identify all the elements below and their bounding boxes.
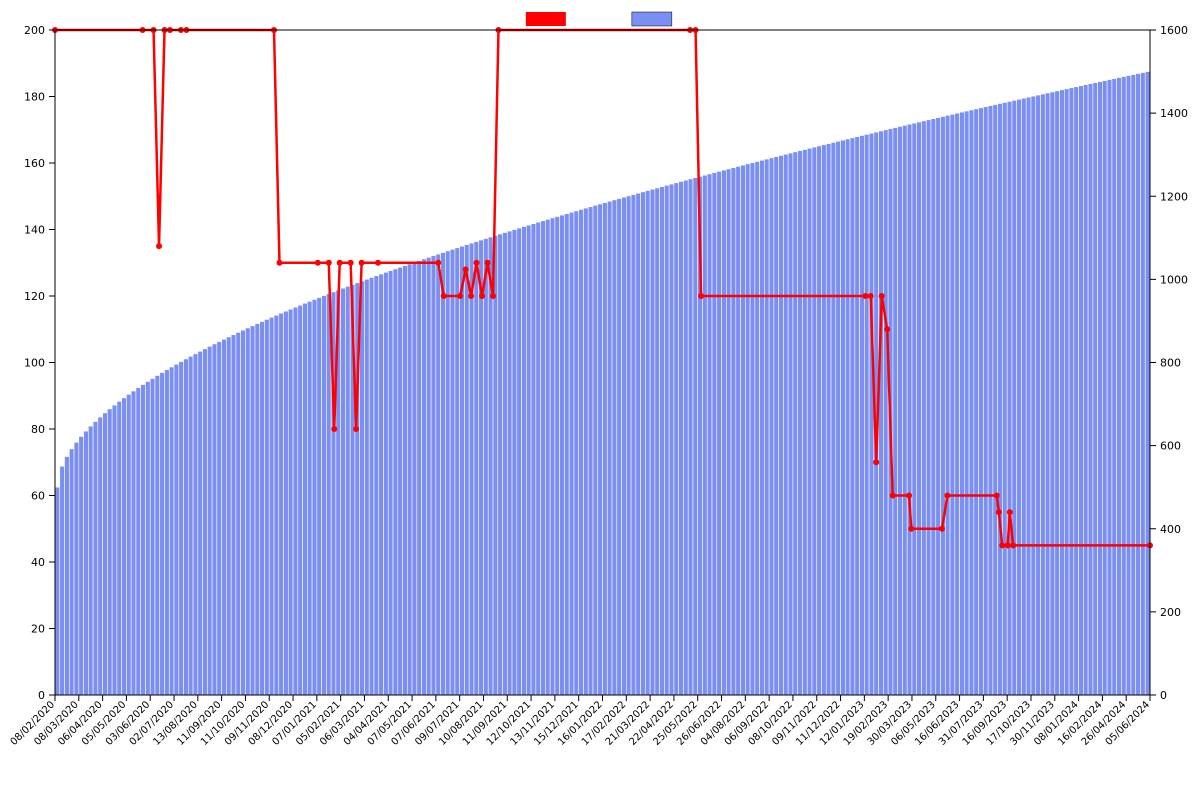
legend-swatch-line <box>526 12 566 26</box>
y-right-tick-label: 1400 <box>1160 107 1188 120</box>
y-axis-left: 0 20 40 60 80 100 120 140 160 180 200 <box>24 24 55 702</box>
y-axis-right: 0 200 400 600 800 1000 1200 1400 1600 <box>1150 24 1188 702</box>
chart-svg: 0 20 40 60 80 100 120 140 160 180 200 0 200 400 600 800… <box>0 0 1200 800</box>
y-left-tick-label: 40 <box>31 556 45 569</box>
y-left-tick-label: 180 <box>24 91 45 104</box>
bar-series <box>55 72 1150 695</box>
y-left-tick-label: 140 <box>24 224 45 237</box>
y-right-tick-label: 600 <box>1160 440 1181 453</box>
y-right-tick-label: 0 <box>1160 689 1167 702</box>
y-left-tick-label: 20 <box>31 623 45 636</box>
y-left-tick-label: 160 <box>24 157 45 170</box>
y-right-tick-label: 1000 <box>1160 273 1188 286</box>
x-axis: 08/02/202008/03/202006/04/202005/05/2020… <box>9 695 1153 748</box>
y-right-tick-label: 400 <box>1160 523 1181 536</box>
y-left-tick-label: 200 <box>24 24 45 37</box>
y-right-tick-label: 1200 <box>1160 190 1188 203</box>
legend <box>526 12 672 26</box>
y-left-tick-label: 120 <box>24 290 45 303</box>
y-right-tick-label: 200 <box>1160 606 1181 619</box>
y-right-tick-label: 800 <box>1160 357 1181 370</box>
chart-container: 0 20 40 60 80 100 120 140 160 180 200 0 200 400 600 800… <box>0 0 1200 800</box>
y-left-tick-label: 80 <box>31 423 45 436</box>
y-left-tick-label: 60 <box>31 490 45 503</box>
y-left-tick-label: 0 <box>38 689 45 702</box>
legend-swatch-patch <box>632 12 672 26</box>
y-left-tick-label: 100 <box>24 357 45 370</box>
y-right-tick-label: 1600 <box>1160 24 1188 37</box>
